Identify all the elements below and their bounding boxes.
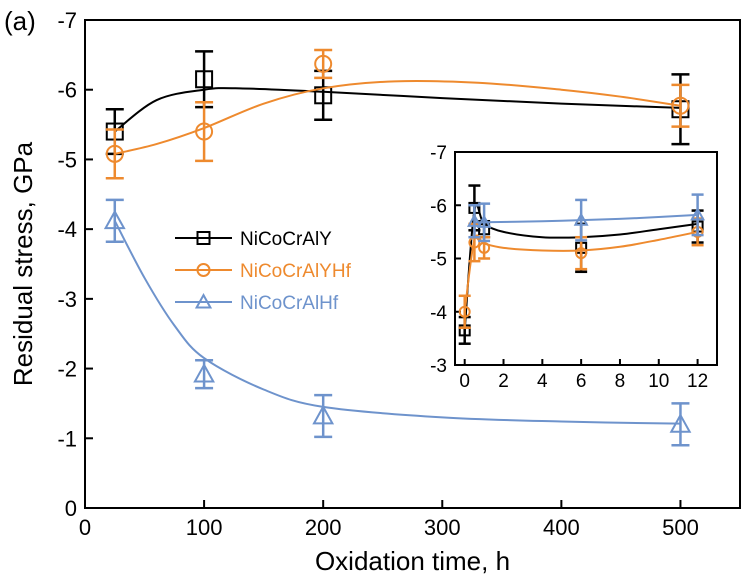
inset-y-tick-label: -5 [430,250,447,271]
x-axis-title: Oxidation time, h [315,546,510,576]
main-x-tick-label: 400 [543,515,580,540]
main-data-point [312,404,335,425]
inset-x-tick-label: 8 [615,371,626,392]
main-x-tick-label: 100 [186,515,223,540]
inset-x-tick-label: 6 [576,371,587,392]
main-series-nicocralhf [103,198,692,447]
inset-series-nicocralyhf [458,217,704,329]
main-y-tick-label: -5 [57,147,77,172]
main-fit-curve-nicocraly [114,87,681,133]
legend-item: NiCoCrAlHf [175,293,339,314]
inset-x-tick-label: 12 [687,371,708,392]
inset-plot: 0 2 4 6 8 10 12 -3 -4 -5 -6 -7 [430,143,718,392]
main-data-point [195,122,214,141]
main-x-tick-label: 300 [424,515,461,540]
legend-marker [194,293,213,309]
legend-item: NiCoCrAlY [175,229,332,250]
main-series-nicocraly [105,50,690,156]
inset-data-point [478,241,491,254]
y-axis-title: Residual stress, GPa [8,141,38,386]
main-y-tick-label: -6 [57,78,77,103]
inset-data-point [573,212,589,226]
main-data-point [193,362,215,383]
inset-y-tick-label: -7 [430,143,447,164]
legend-label: NiCoCrAlY [240,229,332,250]
legend-marker [196,263,211,277]
main-y-tick-label: 0 [65,496,77,521]
main-plot-frame [84,19,741,509]
inset-x-tick-label: 0 [459,371,470,392]
main-y-tick-label: -7 [57,8,77,33]
main-data-point [671,96,690,115]
panel-label: (a) [4,6,36,36]
legend-label: NiCoCrAlHf [240,293,339,314]
inset-data-point [466,213,482,227]
main-series-nicocralyhf [105,48,690,180]
legend: NiCoCrAlY NiCoCrAlYHf NiCoCrAlHf [175,229,352,314]
inset-data-point [476,214,492,228]
main-fit-curve-nicocralhf [113,220,681,425]
main-data-point [103,209,126,230]
main-y-tick-label: -1 [57,426,77,451]
main-x-tick-label: 200 [305,515,342,540]
main-x-tick-label: 0 [79,515,91,540]
inset-y-tick-label: -3 [430,356,447,377]
main-data-point [195,70,214,89]
main-plot: 0 100 200 300 400 5000-1-2-3-4-5-6-7Oxidation… [8,8,741,576]
inset-x-tick-label: 2 [498,371,509,392]
main-fit-curve-nicocralyhf [114,79,681,155]
inset-data-point [690,207,706,221]
inset-data-point [575,247,588,260]
inset-data-point [458,305,471,318]
inset-series-nicocralhf [466,193,706,243]
inset-x-tick-label: 10 [648,371,669,392]
main-data-point [314,54,333,73]
main-y-tick-label: -2 [57,357,77,382]
inset-y-tick-label: -4 [430,303,447,324]
legend-item: NiCoCrAlYHf [175,261,352,282]
main-data-point [314,86,333,105]
inset-plot-frame [454,151,718,366]
main-y-tick-label: -3 [57,287,77,312]
legend-label: NiCoCrAlYHf [240,261,352,282]
main-data-point [105,144,124,163]
main-data-point [669,413,692,433]
inset-x-tick-label: 4 [537,371,548,392]
legend-marker [196,231,211,245]
inset-y-tick-label: -6 [430,196,447,217]
main-y-tick-label: -4 [57,217,77,242]
main-x-tick-label: 500 [662,515,699,540]
